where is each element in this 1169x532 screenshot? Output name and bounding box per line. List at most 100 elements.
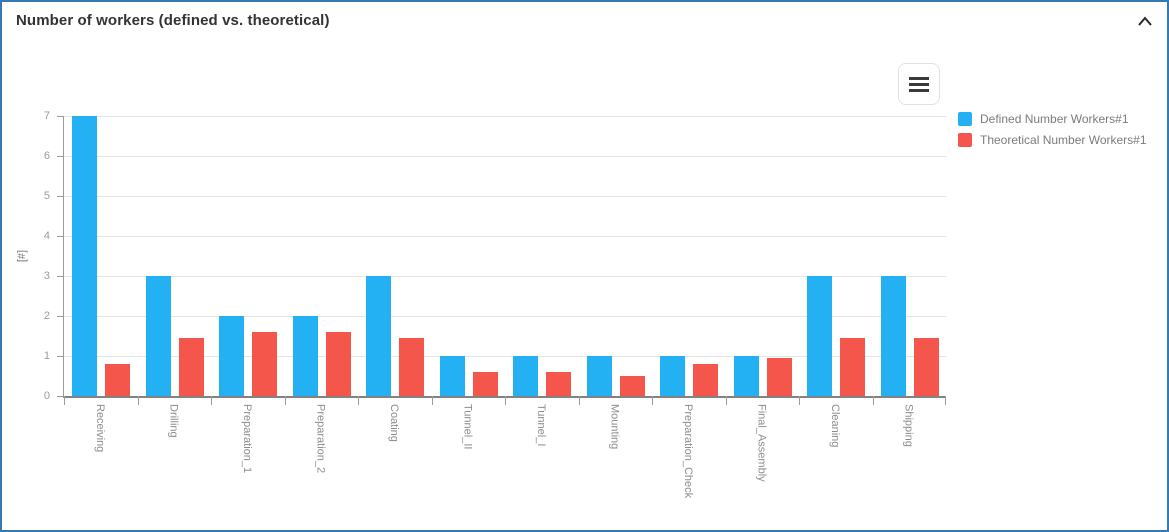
legend-item-theoretical-number-workers-1[interactable]: Theoretical Number Workers#1 (958, 133, 1147, 147)
x-label-slot: Preparation_1 (210, 404, 284, 526)
legend-label: Defined Number Workers#1 (980, 112, 1129, 126)
collapse-panel-button[interactable] (1131, 8, 1159, 36)
y-axis-tick (57, 396, 63, 397)
bar-defined-number-workers-1[interactable] (807, 276, 832, 396)
y-axis-tick (57, 196, 63, 197)
x-axis-tick (358, 396, 359, 405)
bar-defined-number-workers-1[interactable] (366, 276, 391, 396)
x-axis-category-label: Tunnel_I (534, 404, 547, 447)
panel-title: Number of workers (defined vs. theoretic… (16, 12, 330, 29)
x-axis-labels: Receiving Drilling Preparation_1 Preparatio… (63, 404, 945, 526)
x-axis-tick (578, 396, 580, 405)
hamburger-menu-icon (909, 76, 929, 92)
legend-swatch (958, 133, 972, 147)
y-axis-tick (57, 236, 63, 237)
gridline (64, 316, 946, 317)
x-axis-category-label: Cleaning (828, 404, 841, 448)
bar-theoretical-number-workers-1[interactable] (619, 376, 645, 396)
x-label-slot: Preparation_Check (651, 404, 725, 526)
x-axis-category-label: Mounting (608, 404, 621, 450)
gridline (64, 196, 946, 197)
bar-theoretical-number-workers-1[interactable] (399, 338, 424, 396)
legend-label: Theoretical Number Workers#1 (980, 133, 1147, 147)
y-axis-tick (57, 156, 63, 157)
bar-theoretical-number-workers-1[interactable] (766, 358, 792, 396)
x-axis-category-label: Drilling (167, 404, 180, 438)
bar-theoretical-number-workers-1[interactable] (840, 338, 865, 396)
bar-defined-number-workers-1[interactable] (513, 356, 538, 396)
y-axis-tick-label: 6 (43, 150, 50, 162)
gridline (64, 356, 946, 357)
bar-defined-number-workers-1[interactable] (880, 276, 906, 396)
x-label-slot: Tunnel_II (431, 404, 505, 526)
chart-export-menu-button[interactable] (898, 63, 940, 105)
x-axis-tick (505, 396, 506, 405)
chart-legend: Defined Number Workers#1 Theoretical Numb… (958, 112, 1147, 147)
gridline (64, 236, 946, 237)
x-axis-tick (725, 396, 727, 405)
x-label-slot: Coating (357, 404, 431, 526)
x-axis-tick (64, 396, 65, 405)
x-axis-category-label: Coating (387, 404, 400, 442)
bar-defined-number-workers-1[interactable] (660, 356, 685, 396)
bar-theoretical-number-workers-1[interactable] (472, 372, 498, 396)
gridline (64, 276, 946, 277)
x-axis-tick (872, 396, 874, 405)
bar-defined-number-workers-1[interactable] (586, 356, 612, 396)
x-axis-tick (137, 396, 139, 405)
x-axis-category-label: Shipping (902, 404, 915, 447)
x-axis-tick (211, 396, 212, 405)
bar-defined-number-workers-1[interactable] (219, 316, 244, 396)
x-axis-tick (431, 396, 433, 405)
bar-defined-number-workers-1[interactable] (72, 116, 97, 396)
y-axis-tick-label: 5 (43, 190, 50, 202)
x-label-slot: Tunnel_I (504, 404, 578, 526)
x-label-slot: Receiving (63, 404, 137, 526)
bar-defined-number-workers-1[interactable] (292, 316, 318, 396)
plot-area: 0 1 2 3 4 5 6 7 (44, 110, 946, 405)
bar-theoretical-number-workers-1[interactable] (693, 364, 718, 396)
y-axis-tick-label: 2 (43, 310, 50, 322)
chevron-up-icon (1136, 13, 1154, 31)
x-axis-category-label: Receiving (93, 404, 106, 453)
x-axis-category-label: Preparation_1 (240, 404, 253, 474)
bar-theoretical-number-workers-1[interactable] (913, 338, 939, 396)
y-axis-tick (57, 356, 63, 357)
x-label-slot: Mounting (578, 404, 652, 526)
y-axis-tick-label: 4 (43, 230, 50, 242)
y-axis-tick (57, 116, 63, 117)
x-label-slot: Final_Assembly (725, 404, 799, 526)
y-axis-tick (57, 316, 63, 317)
legend-item-defined-number-workers-1[interactable]: Defined Number Workers#1 (958, 112, 1147, 126)
x-axis-category-label: Tunnel_II (461, 404, 474, 450)
bar-defined-number-workers-1[interactable] (733, 356, 759, 396)
legend-swatch (958, 112, 972, 126)
x-label-slot: Preparation_2 (284, 404, 358, 526)
bar-theoretical-number-workers-1[interactable] (546, 372, 571, 396)
y-axis-tick (57, 276, 63, 277)
bar-defined-number-workers-1[interactable] (439, 356, 465, 396)
x-axis-tick (284, 396, 286, 405)
bar-defined-number-workers-1[interactable] (145, 276, 171, 396)
y-axis-tick-label: 3 (43, 270, 50, 282)
x-axis-tick (652, 396, 653, 405)
gridline (64, 156, 946, 157)
y-axis-tick-label: 7 (43, 110, 50, 122)
bar-theoretical-number-workers-1[interactable] (252, 332, 277, 396)
gridline (64, 116, 946, 117)
y-axis-title: [#] (16, 249, 28, 263)
x-axis-category-label: Final_Assembly (755, 404, 768, 482)
x-axis-category-label: Preparation_Check (681, 404, 694, 499)
y-axis-tick-label: 1 (43, 350, 50, 362)
x-axis-category-label: Preparation_2 (314, 404, 327, 474)
y-axis-tick-label: 0 (43, 390, 50, 402)
x-axis-tick (945, 396, 946, 405)
bar-theoretical-number-workers-1[interactable] (178, 338, 204, 396)
x-label-slot: Drilling (137, 404, 211, 526)
x-label-slot: Cleaning (798, 404, 872, 526)
bar-theoretical-number-workers-1[interactable] (105, 364, 130, 396)
x-label-slot: Shipping (872, 404, 946, 526)
x-axis-tick (799, 396, 800, 405)
bar-theoretical-number-workers-1[interactable] (325, 332, 351, 396)
